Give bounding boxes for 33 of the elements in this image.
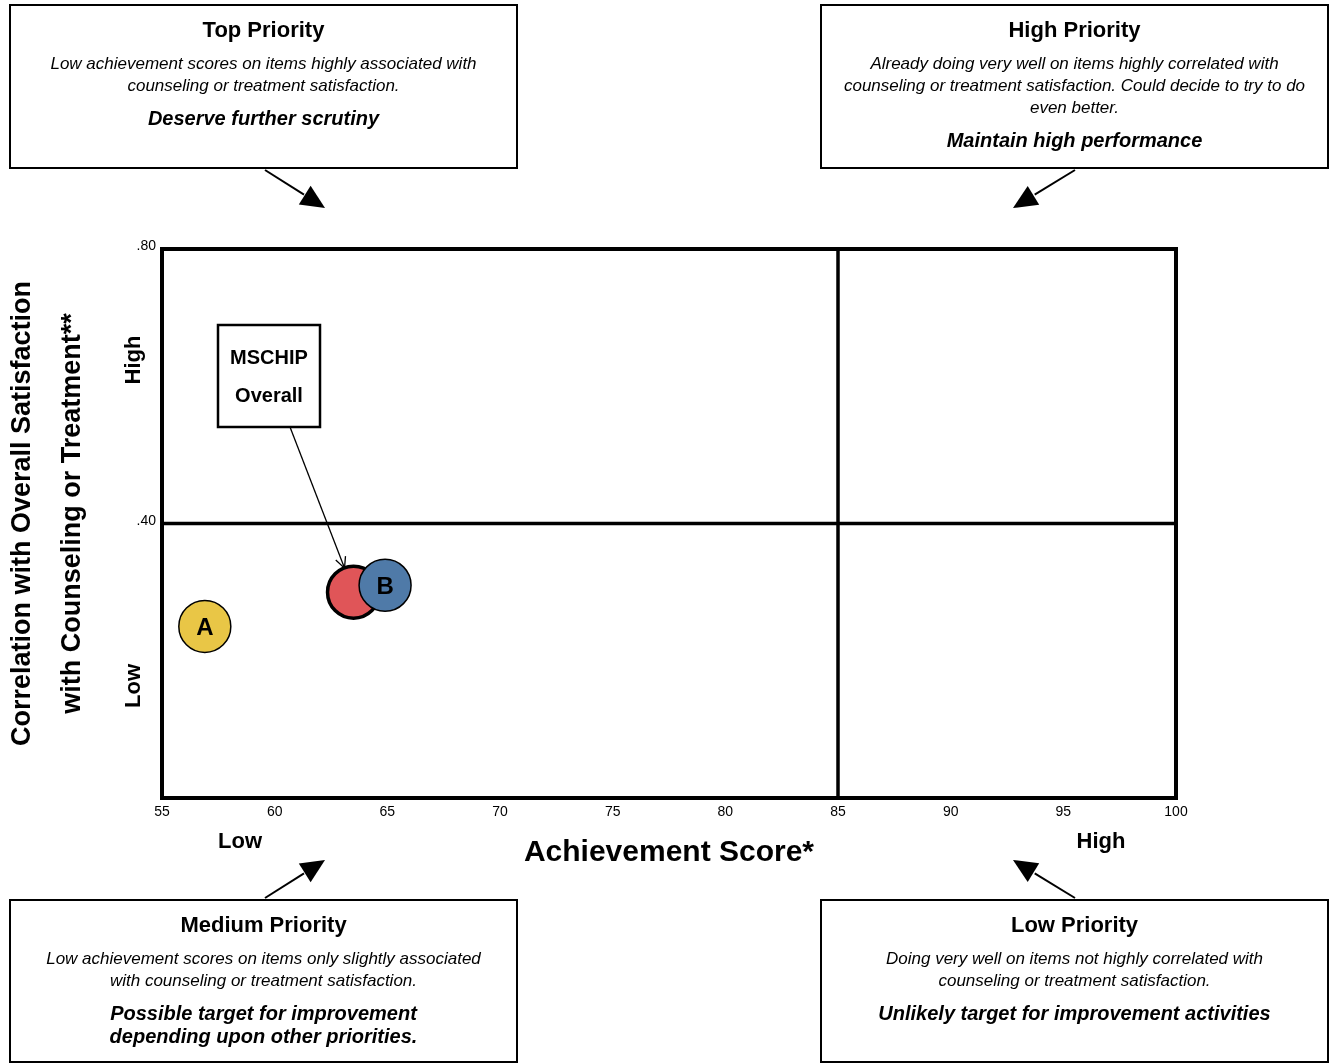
text: Medium Priority bbox=[180, 912, 348, 937]
text: High Priority bbox=[1008, 17, 1142, 42]
text: Already doing very well on items highly correlated with counseling or treatment satisfaction. Could decide to try to do even better. bbox=[843, 54, 1306, 117]
text: Low bbox=[218, 828, 263, 853]
series-label: B bbox=[376, 571, 394, 599]
x-tick-label: 80 bbox=[717, 803, 734, 819]
annotation: MSCHIP Overall bbox=[230, 346, 308, 406]
text: Top Priority bbox=[202, 17, 326, 42]
x-axis-title: Achievement Score* bbox=[523, 834, 815, 867]
x-tick-label: 65 bbox=[379, 803, 396, 819]
text: High bbox=[120, 335, 145, 385]
text: Low achievement scores on items highly associated with counseling or treatment satisfaction. bbox=[50, 54, 477, 95]
x-tick-label: 55 bbox=[154, 803, 170, 819]
text: Low bbox=[120, 663, 145, 708]
y-tick-label: .40 bbox=[136, 511, 157, 528]
y-tick-label: .80 bbox=[136, 237, 157, 254]
x-tick-label: 90 bbox=[942, 803, 959, 819]
text: High bbox=[1076, 828, 1126, 853]
x-tick-label: 85 bbox=[830, 803, 846, 819]
x-tick-label: 95 bbox=[1055, 803, 1072, 819]
text: Doing very well on items not highly correlated with counseling or treatment satisfaction. bbox=[885, 949, 1264, 990]
x-tick-label: 75 bbox=[604, 803, 621, 819]
text: Low Priority bbox=[1010, 912, 1139, 937]
text: Possible target for improvement depending upon other priorities. bbox=[109, 1002, 419, 1047]
text: Deserve further scrutiny bbox=[147, 107, 380, 129]
y-axis-title: Correlation with Overall Satisfaction with Counseling or Treatment** bbox=[6, 280, 86, 747]
text: Unlikely target for improvement activities bbox=[878, 1002, 1271, 1024]
text: Maintain high performance bbox=[946, 129, 1203, 151]
x-tick-label: 60 bbox=[266, 803, 283, 819]
series-label: A bbox=[196, 613, 214, 641]
x-tick-label: 70 bbox=[492, 803, 508, 819]
x-tick-label: 100 bbox=[1164, 803, 1188, 819]
text: Low achievement scores on items only slightly associated with counseling or treatment satisfaction. bbox=[46, 949, 482, 990]
